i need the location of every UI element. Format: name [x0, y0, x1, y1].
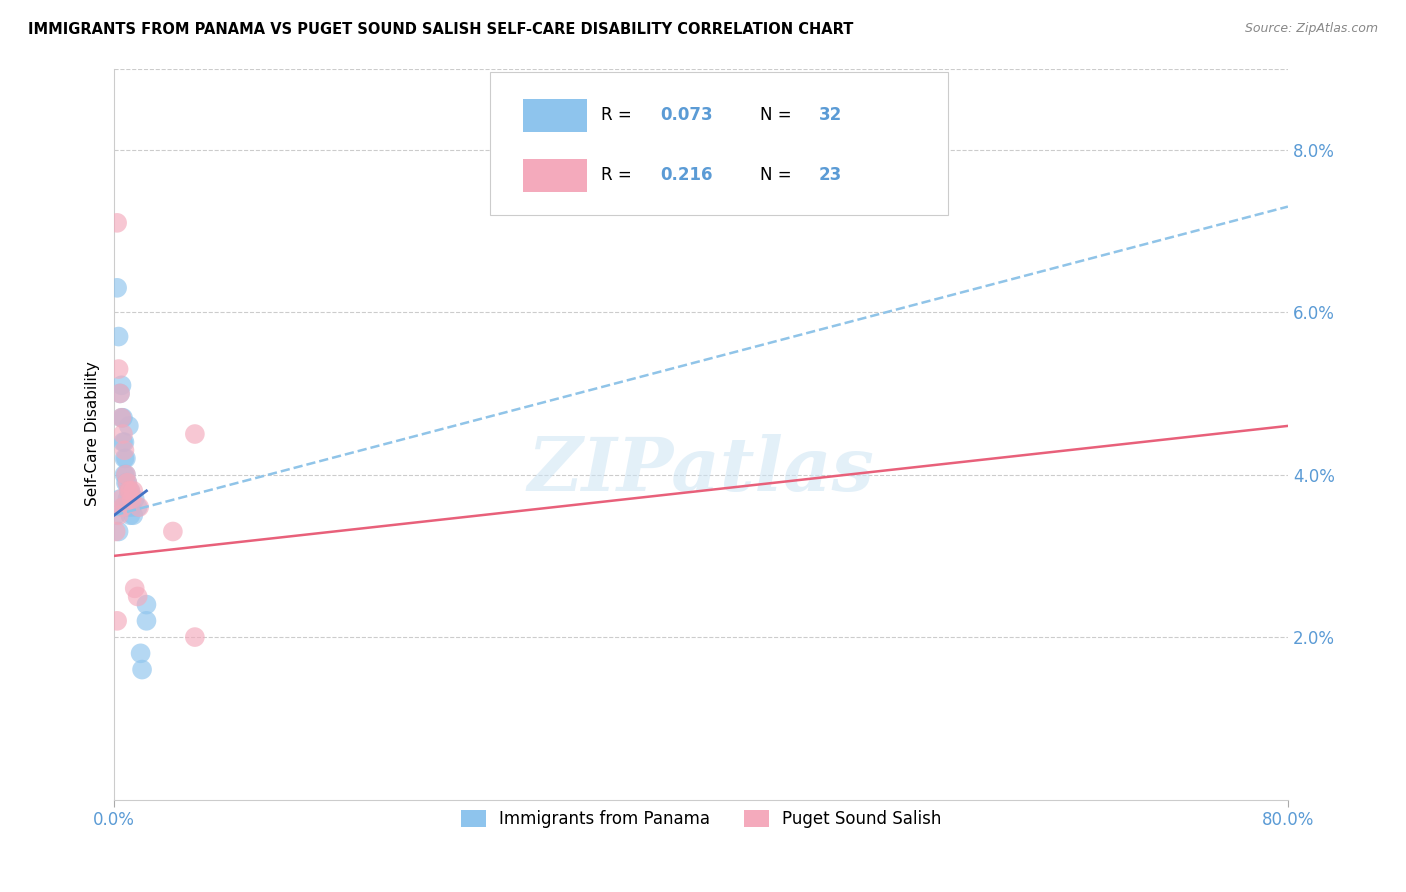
Point — [124, 582, 146, 596]
Point — [117, 475, 139, 490]
Point — [115, 475, 138, 490]
Text: R =: R = — [602, 167, 637, 185]
Point — [118, 483, 141, 498]
Y-axis label: Self-Care Disability: Self-Care Disability — [86, 361, 100, 507]
Point — [114, 443, 136, 458]
Text: ZIPatlas: ZIPatlas — [527, 434, 875, 507]
Point — [127, 590, 149, 604]
Point — [135, 614, 157, 628]
Text: N =: N = — [759, 106, 797, 124]
Point — [162, 524, 184, 539]
Point — [122, 483, 145, 498]
Point — [114, 451, 136, 466]
Point — [108, 491, 131, 506]
Point — [117, 491, 139, 506]
Point — [114, 435, 136, 450]
Text: 0.216: 0.216 — [659, 167, 713, 185]
Point — [108, 386, 131, 401]
Point — [121, 500, 143, 515]
Point — [107, 524, 129, 539]
Point — [105, 614, 128, 628]
Point — [117, 475, 139, 490]
Point — [108, 386, 131, 401]
Text: Source: ZipAtlas.com: Source: ZipAtlas.com — [1244, 22, 1378, 36]
Point — [115, 451, 138, 466]
Point — [104, 508, 127, 523]
Text: N =: N = — [759, 167, 797, 185]
Text: 32: 32 — [818, 106, 842, 124]
Point — [122, 508, 145, 523]
Point — [111, 410, 134, 425]
Point — [127, 500, 149, 515]
FancyBboxPatch shape — [523, 99, 588, 132]
Point — [121, 491, 143, 506]
Point — [135, 598, 157, 612]
Point — [105, 216, 128, 230]
Point — [128, 500, 150, 515]
Point — [120, 508, 142, 523]
Point — [120, 483, 142, 498]
Point — [111, 435, 134, 450]
Point — [107, 329, 129, 343]
Point — [107, 362, 129, 376]
Point — [124, 491, 146, 506]
Point — [184, 630, 207, 644]
Text: R =: R = — [602, 106, 637, 124]
Point — [120, 483, 142, 498]
Text: 23: 23 — [818, 167, 842, 185]
Point — [184, 427, 207, 442]
Point — [110, 378, 132, 392]
Text: 0.073: 0.073 — [659, 106, 713, 124]
Point — [115, 467, 138, 482]
Point — [129, 646, 152, 660]
Point — [110, 491, 132, 506]
FancyBboxPatch shape — [489, 72, 948, 215]
Point — [115, 467, 138, 482]
Legend: Immigrants from Panama, Puget Sound Salish: Immigrants from Panama, Puget Sound Sali… — [454, 804, 948, 835]
Point — [118, 500, 141, 515]
Point — [105, 281, 128, 295]
Point — [107, 508, 129, 523]
Point — [131, 663, 153, 677]
Point — [111, 500, 134, 515]
FancyBboxPatch shape — [523, 159, 588, 192]
Text: IMMIGRANTS FROM PANAMA VS PUGET SOUND SALISH SELF-CARE DISABILITY CORRELATION CH: IMMIGRANTS FROM PANAMA VS PUGET SOUND SA… — [28, 22, 853, 37]
Point — [114, 467, 136, 482]
Point — [118, 483, 141, 498]
Point — [110, 410, 132, 425]
Point — [118, 418, 141, 433]
Point — [111, 500, 134, 515]
Point — [110, 410, 132, 425]
Point — [111, 427, 134, 442]
Point — [104, 524, 127, 539]
